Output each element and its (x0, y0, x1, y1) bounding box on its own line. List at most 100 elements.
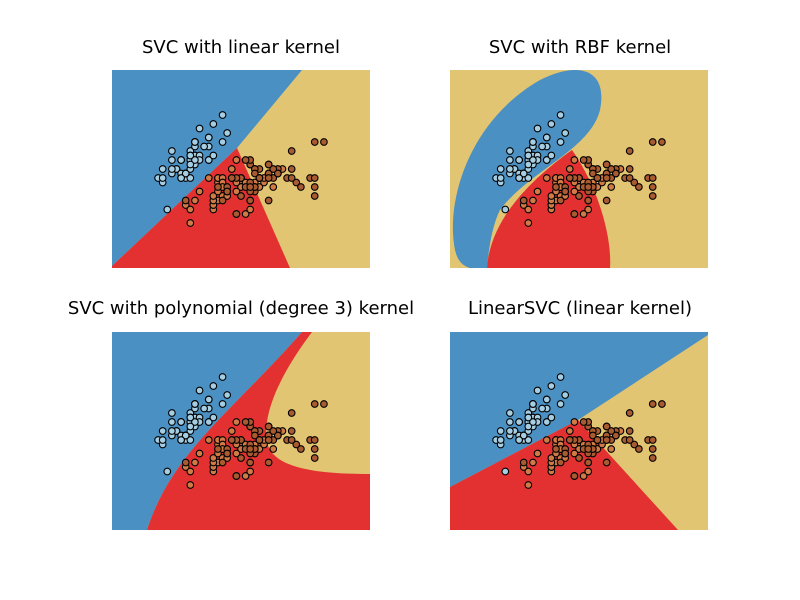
point (496, 427, 505, 435)
point (506, 165, 514, 173)
point (556, 138, 565, 146)
point (241, 472, 250, 480)
point (547, 151, 556, 160)
decision-regions (112, 70, 370, 268)
point (200, 142, 208, 151)
point (552, 183, 560, 191)
point (607, 183, 616, 191)
point (648, 183, 657, 191)
point (515, 436, 523, 444)
point (297, 445, 305, 453)
point (168, 165, 176, 173)
point (529, 156, 537, 164)
point (232, 472, 241, 480)
point (593, 436, 602, 444)
point (214, 445, 222, 453)
point (292, 440, 301, 449)
point (635, 445, 643, 453)
point (515, 418, 523, 426)
point (579, 418, 588, 426)
point (648, 445, 657, 453)
point (223, 449, 232, 458)
point (191, 458, 199, 467)
point (542, 133, 551, 142)
panel-title: SVC with polynomial (degree 3) kernel (68, 298, 414, 319)
decision-regions (112, 332, 370, 530)
point (570, 418, 579, 426)
point (232, 210, 241, 218)
point (612, 169, 620, 178)
point (250, 169, 259, 178)
point (186, 160, 195, 169)
point (584, 458, 593, 467)
point (496, 436, 505, 444)
panel (450, 70, 708, 268)
point (648, 400, 657, 408)
point (218, 138, 227, 146)
point (625, 409, 634, 417)
point (515, 156, 523, 164)
point (630, 440, 639, 449)
point (556, 400, 565, 408)
point (255, 436, 264, 444)
point (292, 178, 301, 187)
point (529, 458, 537, 467)
point (320, 138, 328, 146)
point (168, 418, 176, 426)
point (524, 160, 533, 169)
point (246, 196, 255, 205)
point (209, 192, 218, 200)
point (204, 174, 213, 182)
point (635, 183, 643, 191)
point (506, 156, 514, 164)
point (658, 138, 666, 146)
point (625, 147, 634, 155)
point (204, 156, 213, 164)
point (264, 422, 273, 431)
point (186, 422, 195, 431)
panel-title: SVC with linear kernel (142, 37, 340, 58)
point (524, 413, 533, 422)
point (496, 174, 505, 182)
point (533, 124, 542, 133)
point (565, 427, 574, 435)
point (658, 400, 666, 408)
point (607, 445, 616, 453)
point (579, 210, 588, 218)
point (237, 454, 245, 462)
point (547, 120, 556, 128)
point (533, 187, 542, 196)
point (186, 467, 195, 476)
point (584, 467, 593, 476)
point (186, 174, 195, 182)
point (524, 422, 533, 431)
point (625, 174, 634, 182)
point (186, 481, 195, 489)
point (241, 210, 250, 218)
point (223, 391, 232, 399)
point (168, 427, 176, 435)
point (209, 120, 218, 128)
point (287, 147, 296, 155)
point (195, 187, 204, 196)
point (195, 386, 204, 395)
point (565, 174, 574, 182)
point (163, 205, 172, 214)
point (186, 205, 195, 214)
point (191, 418, 199, 426)
point (524, 219, 533, 227)
point (287, 174, 296, 182)
point (648, 436, 657, 444)
point (561, 391, 570, 399)
point (648, 192, 657, 200)
point (181, 458, 190, 467)
point (209, 454, 218, 462)
point (255, 174, 264, 182)
point (264, 436, 273, 444)
point (588, 431, 597, 440)
point (158, 174, 167, 182)
point (218, 400, 227, 408)
point (232, 187, 241, 196)
point (320, 400, 328, 408)
point (588, 169, 597, 178)
